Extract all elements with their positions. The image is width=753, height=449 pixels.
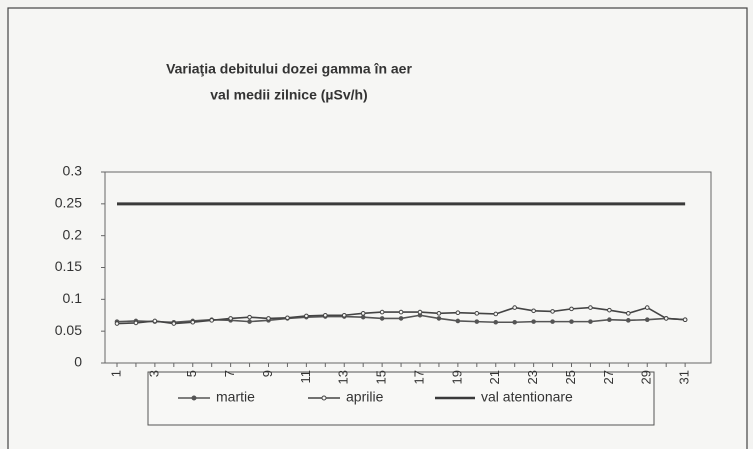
y-tick-label: 0.3 (63, 163, 83, 179)
point (228, 316, 233, 321)
x-tick-label: 21 (487, 370, 502, 384)
legend (147, 371, 655, 426)
point (436, 316, 442, 321)
x-tick-label: 13 (336, 370, 351, 384)
point (360, 314, 366, 320)
x-tick-label: 5 (184, 370, 199, 377)
point (247, 319, 252, 324)
point (398, 309, 404, 315)
point (607, 307, 612, 313)
legend-marker (321, 395, 327, 401)
x-tick-label: 1 (108, 370, 123, 377)
point (398, 316, 404, 321)
point (626, 311, 631, 316)
y-tick-label: 0.15 (55, 258, 82, 274)
point (152, 318, 158, 324)
point (644, 305, 650, 310)
point (663, 316, 669, 321)
point (341, 312, 347, 318)
x-tick-label: 11 (298, 370, 313, 384)
x-tick-label: 23 (525, 370, 540, 384)
x-tick-label: 25 (563, 370, 578, 384)
legend-label: aprilie (346, 389, 384, 405)
point (379, 316, 385, 321)
point (247, 314, 252, 320)
point (512, 319, 517, 325)
y-tick-label: 0 (74, 354, 82, 370)
point (550, 309, 555, 314)
point (323, 312, 328, 318)
point (682, 317, 688, 323)
point (569, 319, 574, 324)
point (285, 315, 290, 321)
point (550, 319, 555, 324)
point (588, 305, 593, 310)
chart-title: Variaţia debitului dozei gamma în aer (166, 61, 412, 77)
point (626, 318, 631, 323)
point (266, 316, 271, 321)
point (209, 318, 214, 323)
x-tick-label: 3 (146, 370, 161, 377)
x-tick-label: 27 (601, 370, 616, 384)
point (474, 311, 480, 316)
x-tick-label: 9 (260, 370, 275, 377)
point (190, 319, 196, 325)
point (474, 319, 480, 324)
y-tick-label: 0.05 (55, 322, 82, 338)
point (512, 305, 517, 310)
point (379, 309, 385, 315)
point (417, 309, 423, 315)
point (133, 320, 139, 326)
point (455, 318, 461, 324)
point (531, 308, 536, 314)
point (644, 317, 650, 323)
y-tick-label: 0.2 (63, 226, 83, 242)
point (114, 321, 120, 326)
point (436, 311, 442, 316)
x-tick-label: 17 (411, 370, 426, 384)
point (493, 311, 499, 317)
point (569, 306, 574, 312)
point (531, 319, 536, 324)
x-tick-label: 29 (639, 370, 654, 384)
point (493, 319, 499, 325)
x-tick-label: 7 (222, 370, 237, 377)
x-tick-label: 15 (374, 370, 389, 384)
point (455, 310, 461, 316)
x-tick-label: 19 (449, 370, 464, 384)
legend-label: val atentionare (481, 389, 573, 405)
point (171, 321, 177, 326)
point (360, 311, 366, 316)
point (588, 319, 593, 324)
legend-label: martie (216, 389, 255, 405)
y-tick-label: 0.25 (55, 195, 82, 211)
x-tick-label: 31 (677, 370, 692, 384)
legend-marker (191, 395, 197, 401)
y-tick-label: 0.1 (63, 290, 83, 306)
point (304, 313, 309, 319)
chart-subtitle: val medii zilnice (µSv/h) (210, 87, 367, 103)
point (607, 317, 612, 323)
